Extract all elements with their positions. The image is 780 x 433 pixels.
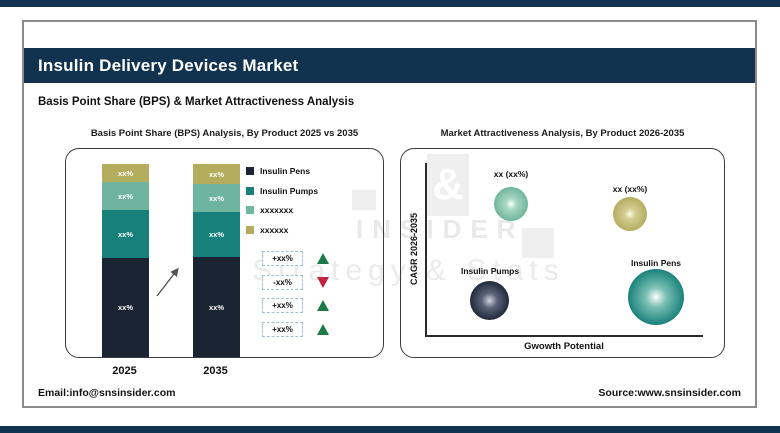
bps-chart-title: Basis Point Share (BPS) Analysis, By Pro… [90, 128, 359, 139]
bps-legend: Insulin Pens Insulin Pumps xxxxxxx xxxxx… [246, 166, 318, 235]
bubble-khaki [613, 197, 647, 231]
bubble-insulin-pens [628, 269, 684, 325]
legend-swatch-icon [246, 167, 254, 175]
segment-value: xx% [208, 193, 224, 203]
bar-segment: xx% [193, 184, 240, 212]
y-axis-title: CAGR 2026-2035 [409, 212, 419, 286]
infographic-frame: & INSIDER Strategy & Stats Insulin Deliv… [22, 20, 757, 408]
change-row: +xx% [262, 251, 329, 266]
growth-arrow-icon [156, 267, 179, 297]
segment-value: xx% [208, 169, 224, 179]
legend-swatch-icon [246, 225, 254, 234]
y-axis-line [425, 163, 427, 336]
x-axis-label-2035: 2035 [203, 365, 228, 377]
up-triangle-icon [317, 300, 329, 311]
legend-swatch-icon [246, 186, 254, 195]
up-triangle-icon [317, 253, 329, 264]
legend-label: Insulin Pens [260, 166, 311, 176]
bubble-seafoam [494, 187, 528, 221]
segment-value: xx% [117, 191, 133, 201]
stacked-bar-2025: xx% xx% xx% xx% [102, 164, 149, 357]
segment-value: xx% [117, 168, 133, 178]
segment-value: xx% [117, 229, 133, 239]
legend-swatch-icon [246, 206, 254, 214]
top-brand-strip [0, 0, 780, 7]
page-title: Insulin Delivery Devices Market [38, 55, 299, 75]
bubble-label: Insulin Pumps [460, 266, 520, 276]
change-row: -xx% [262, 274, 329, 290]
change-value-box: +xx% [262, 321, 303, 337]
legend-item: Insulin Pens [246, 166, 318, 176]
bar-segment: xx% [193, 257, 240, 357]
page-subtitle: Basis Point Share (BPS) & Market Attract… [38, 96, 355, 108]
bubble-label: xx (xx%) [493, 169, 529, 179]
change-value-box: -xx% [262, 274, 303, 290]
bar-segment: xx% [193, 212, 240, 257]
legend-item: xxxxxxx [246, 205, 318, 215]
bar-segment: xx% [102, 164, 149, 182]
x-axis-line [425, 335, 703, 337]
bar-segment: xx% [102, 258, 149, 357]
change-row: +xx% [262, 321, 329, 337]
legend-label: xxxxxxx [260, 205, 294, 215]
legend-label: xxxxxx [260, 224, 289, 235]
bar-segment: xx% [102, 210, 149, 258]
bar-segment: xx% [193, 164, 240, 184]
bps-chart-panel: xx% xx% xx% xx% xx% xx% xx% xx% Insulin … [65, 148, 384, 358]
legend-label: Insulin Pumps [260, 185, 319, 196]
footer-source: Source:www.snsinsider.com [598, 387, 741, 399]
segment-value: xx% [208, 302, 224, 312]
attractiveness-chart-panel: CAGR 2026-2035 Gwowth Potential xx (xx%)… [400, 148, 725, 358]
bubble-insulin-pumps [470, 281, 509, 320]
legend-item: xxxxxx [246, 225, 318, 235]
change-value-box: +xx% [262, 298, 303, 313]
bubble-label: xx (xx%) [612, 184, 648, 194]
title-banner: Insulin Delivery Devices Market [24, 48, 755, 83]
change-row: +xx% [262, 298, 329, 313]
bottom-brand-strip [0, 426, 780, 433]
segment-value: xx% [117, 303, 133, 312]
legend-item: Insulin Pumps [246, 186, 318, 196]
bps-change-indicators: +xx% -xx% +xx% +xx% [262, 251, 329, 337]
up-triangle-icon [317, 323, 329, 335]
attractiveness-chart-title: Market Attractiveness Analysis, By Produ… [440, 128, 685, 139]
bar-segment: xx% [102, 182, 149, 210]
footer-email: Email:info@snsinsider.com [38, 387, 176, 399]
stacked-bar-2035: xx% xx% xx% xx% [193, 164, 240, 357]
x-axis-title: Gwowth Potential [524, 341, 604, 352]
change-value-box: +xx% [262, 251, 303, 266]
bubble-label: Insulin Pens [630, 258, 682, 268]
x-axis-label-2025: 2025 [112, 365, 137, 377]
down-triangle-icon [317, 276, 329, 288]
segment-value: xx% [208, 230, 224, 239]
